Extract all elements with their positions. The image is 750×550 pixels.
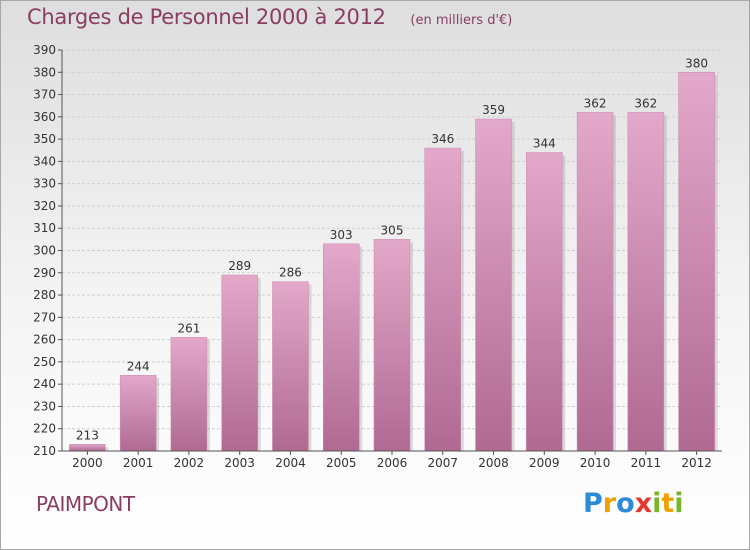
x-tick-label: 2008 [478, 456, 509, 470]
bar-value-label: 305 [381, 223, 404, 237]
bar [322, 243, 360, 452]
bar-value-label: 244 [127, 359, 150, 373]
x-tick-label: 2007 [427, 456, 458, 470]
bar-value-label: 261 [177, 321, 200, 335]
y-tick-label: 320 [33, 199, 56, 213]
x-axis: 2000 2001 2002 2003 2004 2005 2006 2007 2008 2009… [62, 450, 722, 470]
bar [576, 112, 614, 452]
y-tick-label: 240 [33, 377, 56, 391]
x-tick-label: 2005 [326, 456, 357, 470]
bar [424, 147, 462, 452]
y-tick-label: 290 [33, 266, 56, 280]
x-tick-label: 2012 [681, 456, 712, 470]
y-tick-label: 350 [33, 132, 56, 146]
y-tick-label: 310 [33, 221, 56, 235]
y-tick-label: 220 [33, 422, 56, 436]
proxiti-logo[interactable]: Proxiti [583, 488, 684, 519]
bar [373, 239, 411, 452]
y-tick-label: 260 [33, 333, 56, 347]
x-tick-label: 2010 [580, 456, 611, 470]
y-tick-label: 250 [33, 355, 56, 369]
bar [627, 112, 665, 452]
logo-letter: x [634, 488, 653, 519]
bar-value-label: 289 [228, 259, 251, 273]
bar [221, 274, 258, 452]
x-tick-label: 2011 [631, 456, 662, 470]
bars: 213 244 261 289 286 303 305 346 359 344 362 362 380 [69, 56, 718, 452]
chart-title-text: Charges de Personnel 2000 à 2012 [27, 5, 386, 29]
logo-letter: r [602, 488, 617, 519]
logo-letter: P [583, 488, 603, 519]
y-tick-label: 280 [33, 288, 56, 302]
bar-value-label: 286 [279, 266, 302, 280]
bar-value-label: 362 [634, 96, 657, 110]
logo-letter: i [674, 488, 684, 519]
bar-value-label: 213 [76, 428, 99, 442]
y-tick-label: 330 [33, 177, 56, 191]
logo-letter: t [661, 488, 675, 519]
bar [678, 72, 715, 452]
y-tick-label: 230 [33, 399, 56, 413]
y-tick-label: 380 [33, 65, 56, 79]
x-tick-label: 2003 [224, 456, 255, 470]
y-tick-label: 390 [33, 43, 56, 57]
x-tick-label: 2009 [529, 456, 560, 470]
bar [475, 118, 512, 452]
bar [272, 281, 309, 452]
bar-value-label: 303 [330, 228, 353, 242]
logo-letter: i [652, 488, 662, 519]
y-tick-label: 300 [33, 244, 56, 258]
logo-letter: o [616, 488, 635, 519]
y-tick-label: 370 [33, 88, 56, 102]
commune-name: PAIMPONT [36, 492, 135, 516]
y-tick-label: 340 [33, 154, 56, 168]
bar-value-label: 346 [431, 132, 454, 146]
x-tick-label: 2006 [377, 456, 408, 470]
bar-value-label: 362 [584, 96, 607, 110]
bar [119, 375, 157, 452]
bar [170, 337, 208, 452]
y-tick-label: 360 [33, 110, 56, 124]
x-tick-label: 2002 [174, 456, 205, 470]
chart-unit-label: (en milliers d'€) [410, 13, 513, 28]
bar [526, 152, 563, 452]
bar-value-label: 344 [533, 136, 556, 150]
x-tick-label: 2001 [123, 456, 154, 470]
x-tick-label: 2000 [72, 456, 103, 470]
bar-value-label: 380 [685, 56, 708, 70]
y-tick-label: 210 [33, 444, 56, 458]
y-axis: 210 220 230 240 250 260 270 280 290 300 310 320 330 3… [33, 43, 63, 458]
bar [69, 444, 106, 452]
bar-value-label: 359 [482, 103, 505, 117]
chart-title: Charges de Personnel 2000 à 2012 (en mil… [27, 5, 512, 29]
x-tick-label: 2004 [275, 456, 306, 470]
y-tick-label: 270 [33, 310, 56, 324]
